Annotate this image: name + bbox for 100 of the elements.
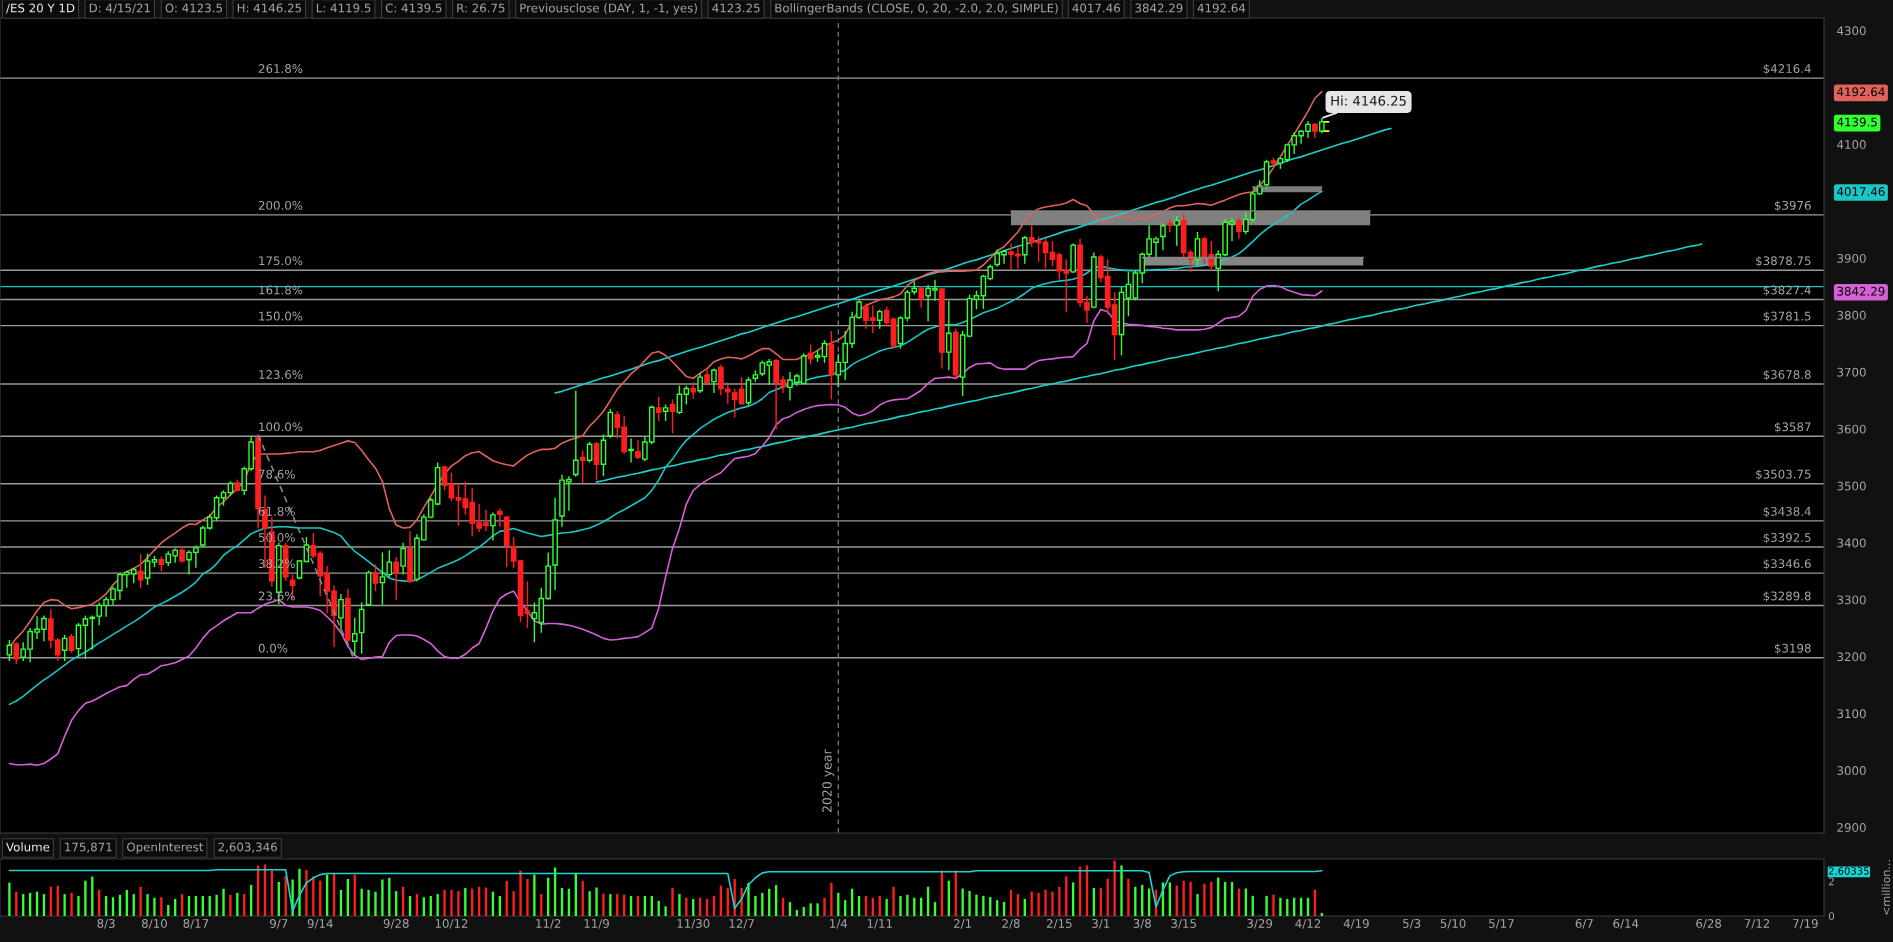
bar — [595, 887, 598, 916]
candlestick — [628, 437, 634, 464]
candlestick — [572, 390, 579, 478]
x-tick-label: 6/14 — [1613, 918, 1639, 929]
candlestick — [490, 511, 496, 542]
bar — [1037, 892, 1040, 916]
y-tick-label: 4017.46 — [1837, 187, 1885, 196]
candlestick — [593, 441, 600, 481]
bar — [1044, 889, 1047, 916]
x-tick-label: 1/11 — [867, 919, 892, 929]
ref-line-label: $3438.4 — [1763, 506, 1811, 518]
text: H: 4146.25 — [237, 3, 302, 13]
bar — [443, 889, 446, 916]
x-tick-label: 9/7 — [270, 918, 288, 929]
ref-line-label: $3392.5 — [1763, 532, 1811, 544]
bar — [1189, 881, 1192, 916]
candlestick — [711, 367, 717, 394]
candlestick — [372, 563, 379, 592]
bar — [899, 896, 902, 916]
candlestick — [68, 633, 75, 654]
bar — [1058, 886, 1061, 916]
text: 3842.29 — [1135, 3, 1183, 13]
y-tick-label: 3700 — [1837, 367, 1866, 377]
ref-line-label: $4216.4 — [1763, 63, 1811, 75]
text: 4123.25 — [712, 3, 760, 13]
bar — [892, 886, 895, 916]
bar — [754, 896, 757, 916]
candlestick — [448, 472, 455, 502]
x-tick-label: 1/4 — [830, 919, 848, 929]
y-tick-label: 2900 — [1837, 823, 1866, 832]
y-axis-title: <million... — [1881, 860, 1891, 915]
y-tick-label: 3100 — [1837, 709, 1866, 719]
y-tick-label: 2.60335 — [1828, 867, 1869, 875]
x-tick-label: 5/3 — [1403, 918, 1421, 929]
y-tick-label: 4192.64 — [1837, 87, 1885, 97]
x-tick-label: 3/8 — [1133, 918, 1151, 929]
bar — [215, 894, 218, 916]
bar — [84, 880, 87, 916]
bar — [450, 889, 453, 916]
bar — [671, 888, 674, 916]
y-tick-label: 3900 — [1837, 253, 1866, 263]
x-tick-label: 9/14 — [307, 918, 333, 929]
annotation: 0.0% — [258, 643, 288, 653]
bar — [823, 897, 826, 916]
candlestick — [1236, 217, 1242, 240]
y-tick-label: 3800 — [1837, 310, 1866, 320]
x-tick-label: 9/28 — [383, 918, 409, 929]
y-tick-label: 3000 — [1837, 766, 1866, 776]
bar — [533, 874, 536, 916]
candlestick — [351, 617, 358, 657]
candlestick — [1173, 215, 1180, 247]
ref-line-label: $3678.8 — [1763, 369, 1811, 381]
candlestick — [1021, 235, 1028, 265]
y-tick-label: 3400 — [1837, 538, 1866, 548]
ref-line-label: $3587 — [1774, 422, 1811, 433]
text: OpenInterest — [127, 842, 204, 854]
text: D: 4/15/21 — [89, 3, 150, 14]
candlestick — [524, 580, 531, 629]
text: 2,603,346 — [218, 842, 277, 853]
text: L: 4119.5 — [316, 3, 371, 13]
bar — [381, 879, 384, 916]
x-tick-label: 4/19 — [1343, 918, 1369, 929]
x-tick-label: 8/3 — [97, 918, 115, 929]
bar — [602, 893, 605, 916]
bar — [1196, 894, 1199, 916]
bar — [961, 888, 964, 916]
bar — [1051, 891, 1054, 916]
x-tick-label: 5/10 — [1440, 918, 1466, 929]
chart-title: /ES 20 Y 1D — [6, 3, 75, 14]
annotation: 150.0% — [259, 311, 303, 321]
x-tick-label: 6/7 — [1575, 918, 1593, 929]
bar — [77, 896, 80, 916]
bar — [1272, 894, 1275, 916]
ref-line-label: $3346.6 — [1763, 558, 1811, 570]
y-tick-label: 2 — [1828, 877, 1834, 886]
x-tick-label: 10/12 — [435, 918, 468, 929]
candlestick — [1160, 223, 1166, 251]
candlestick — [579, 449, 586, 484]
bar — [305, 869, 308, 916]
bar — [236, 892, 239, 916]
x-tick-label: 2/8 — [1002, 918, 1020, 929]
ref-line-label: $3503.75 — [1756, 469, 1811, 481]
candlestick — [807, 343, 814, 366]
bar — [816, 903, 819, 916]
bar — [457, 891, 460, 916]
bar — [63, 894, 66, 916]
y-tick-label: 0 — [1828, 912, 1835, 921]
ref-line-label: $3878.75 — [1756, 256, 1811, 267]
candlestick — [400, 542, 406, 576]
bar — [436, 894, 439, 916]
bar — [830, 882, 833, 916]
bar — [1265, 895, 1268, 916]
bar — [519, 870, 522, 916]
y-tick-label: 3842.29 — [1837, 286, 1885, 296]
x-tick-label: 11/30 — [677, 918, 710, 929]
annotation: 100.0% — [259, 422, 303, 432]
y-tick-label: 3200 — [1837, 652, 1866, 662]
candlestick — [697, 372, 703, 394]
bar — [906, 894, 909, 916]
x-tick-label: 2/15 — [1046, 918, 1072, 929]
